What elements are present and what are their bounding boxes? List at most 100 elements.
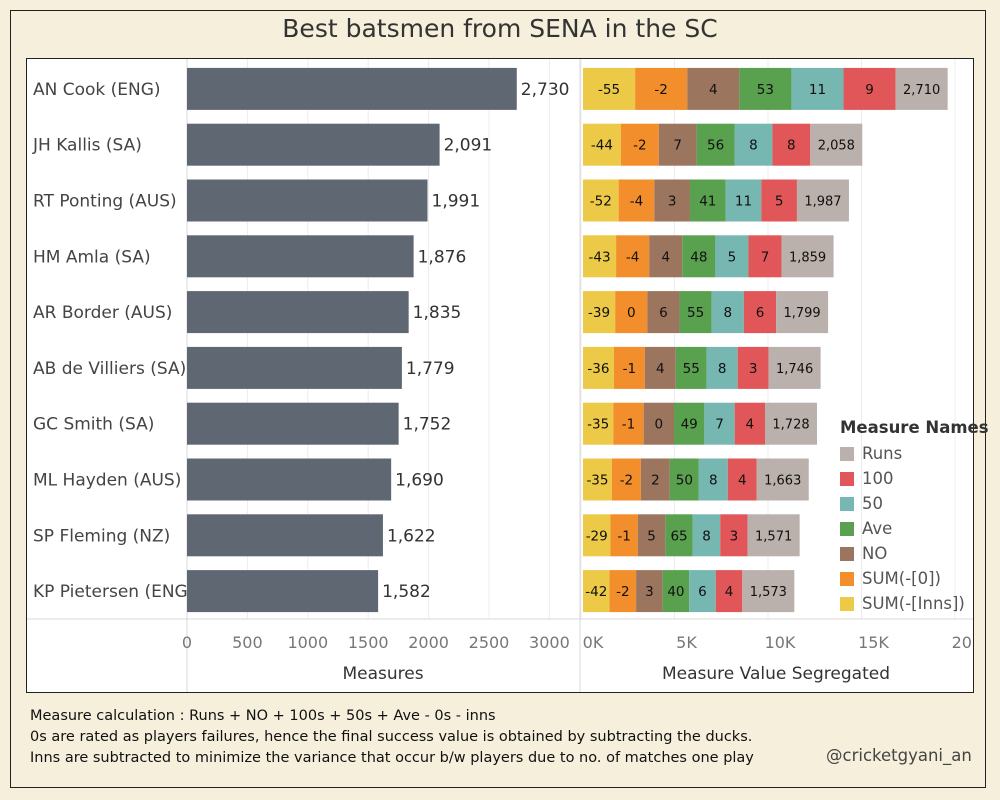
bar: [187, 123, 440, 166]
segment-label: 11: [809, 82, 826, 98]
stack-segment: [637, 514, 666, 557]
stack-segment: [711, 291, 744, 334]
stack-segment: [583, 514, 611, 557]
footnote-line: Inns are subtracted to minimize the vari…: [30, 750, 754, 766]
legend-items: Runs 100 50 Ave NO SUM(-[0]) SUM(-[Inns]): [840, 441, 989, 616]
segment-label: -44: [591, 138, 613, 154]
segment-label: 2,710: [903, 83, 940, 98]
stack-segment: [715, 570, 743, 613]
segment-label: -2: [633, 138, 646, 154]
bar-value-label: 1,991: [432, 192, 481, 212]
segment-label: -1: [623, 361, 636, 377]
stack-segment: [583, 402, 614, 445]
category-label: HM Amla (SA): [33, 247, 151, 267]
stack-segment: [843, 67, 896, 110]
legend-label: 100: [862, 469, 894, 488]
footnote-line: 0s are rated as players failures, hence …: [30, 729, 753, 745]
stack-segment: [761, 179, 797, 222]
stack-segment: [669, 458, 699, 501]
segment-label: -42: [585, 584, 607, 600]
bar-value-label: 1,622: [387, 526, 436, 546]
x-tick-label: 1500: [348, 633, 389, 652]
legend-swatch: [840, 496, 854, 511]
footnote: Measure calculation : Runs + NO + 100s +…: [30, 706, 754, 769]
legend-label: SUM(-[0]): [862, 569, 941, 588]
legend-label: SUM(-[Inns]): [862, 594, 965, 613]
stack-segment: [583, 123, 621, 166]
stack-segment: [796, 179, 849, 222]
segment-label: 8: [724, 305, 733, 321]
category-label: GC Smith (SA): [33, 415, 154, 435]
segment-label: 3: [749, 361, 758, 377]
legend-item: Ave: [840, 516, 989, 541]
segment-label: 6: [659, 305, 668, 321]
segment-label: -29: [586, 528, 608, 544]
x-tick-label: 2000: [408, 633, 449, 652]
segment-label: -4: [626, 249, 639, 265]
stack-segment: [895, 67, 948, 110]
bar: [187, 458, 392, 501]
legend-label: NO: [862, 544, 888, 563]
stack-segment: [658, 123, 697, 166]
x-tick-label: 0K: [583, 633, 604, 652]
segment-label: 6: [698, 584, 707, 600]
bar-value-label: 1,876: [418, 247, 467, 267]
credit-handle: @cricketgyani_an: [826, 746, 972, 765]
legend-label: 50: [862, 494, 883, 513]
segment-label: 9: [865, 82, 874, 98]
segment-label: 1,571: [755, 529, 792, 544]
legend: Measure Names Runs 100 50 Ave NO SUM(-[0]) SUM…: [840, 418, 989, 616]
stack-segment: [583, 179, 619, 222]
segment-label: 5: [728, 249, 737, 265]
stack-segment: [583, 67, 636, 110]
segment-label: 4: [746, 417, 755, 433]
segment-label: 56: [707, 138, 724, 154]
stack-segment: [765, 402, 818, 445]
stack-segment: [662, 570, 690, 613]
legend-item: 50: [840, 491, 989, 516]
segment-label: 1,799: [783, 306, 820, 321]
x-tick-label: 1000: [287, 633, 328, 652]
x-axis-title: Measure Value Segregated: [662, 664, 890, 684]
stack-segment: [649, 235, 683, 278]
segment-label: 8: [702, 528, 711, 544]
stack-segment: [791, 67, 844, 110]
stack-segment: [615, 291, 648, 334]
stack-segment: [611, 458, 641, 501]
bar: [187, 179, 428, 222]
bar: [187, 67, 517, 110]
segment-label: 1,746: [776, 362, 813, 377]
segment-label: 1,573: [750, 585, 787, 600]
stack-segment: [640, 458, 670, 501]
stack-segment: [734, 402, 766, 445]
stack-segment: [674, 402, 705, 445]
segment-label: 55: [687, 305, 704, 321]
segment-label: 1,663: [764, 474, 801, 489]
legend-swatch: [840, 546, 854, 561]
category-label: AN Cook (ENG): [33, 80, 161, 100]
segment-label: 8: [718, 361, 727, 377]
x-axis-title: Measures: [342, 664, 423, 684]
stack-segment: [706, 346, 738, 389]
chart-svg: AN Cook (ENG) 2,730 JH Kallis (SA) 2,091 RT …: [27, 59, 973, 692]
segment-label: -43: [589, 249, 611, 265]
category-label: JH Kallis (SA): [32, 136, 142, 156]
category-label: ML Hayden (AUS): [33, 471, 181, 491]
segment-label: 4: [709, 82, 718, 98]
stack-segment: [772, 123, 811, 166]
segment-label: -35: [587, 417, 609, 433]
legend-swatch: [840, 521, 854, 536]
category-label: SP Fleming (NZ): [33, 526, 170, 546]
segment-label: 3: [730, 528, 739, 544]
bar: [187, 570, 379, 613]
segment-label: 41: [699, 194, 716, 210]
x-tick-label: 500: [232, 633, 263, 652]
stack-segment: [696, 123, 735, 166]
bar: [187, 235, 414, 278]
category-label: KP Pietersen (ENG): [33, 582, 194, 602]
bar-value-label: 1,752: [403, 415, 452, 435]
stack-segment: [687, 67, 740, 110]
stack-segment: [654, 179, 690, 222]
segment-label: 48: [690, 249, 707, 265]
stack-segment: [636, 570, 663, 613]
